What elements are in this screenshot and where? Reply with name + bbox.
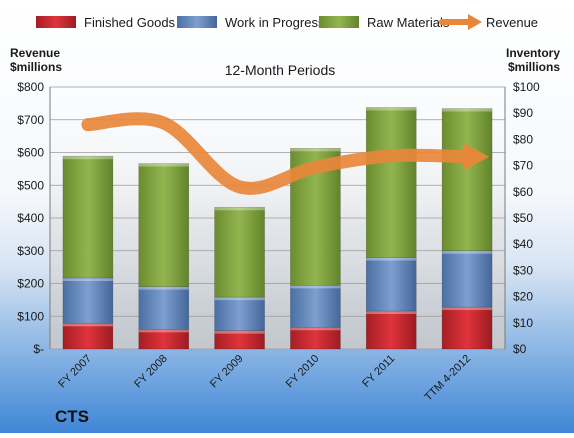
bar-raw-materials — [365, 107, 417, 258]
right-tick-label: $100 — [513, 80, 540, 94]
right-tick-label: $30 — [513, 263, 533, 277]
left-tick-label: $800 — [17, 80, 44, 94]
bar-raw-materials-highlight — [442, 108, 493, 112]
left-tick-label: $100 — [17, 309, 44, 323]
bar-raw-materials-highlight — [62, 156, 113, 160]
right-tick-label: $10 — [513, 316, 533, 330]
bars-group — [62, 107, 493, 350]
bar-work-in-progress — [290, 285, 341, 328]
right-tick-label: $0 — [513, 342, 527, 356]
bar-finished-goods — [365, 310, 417, 350]
bar-work-in-progress — [138, 286, 190, 330]
bar-finished-goods — [62, 323, 114, 350]
company-label: CTS — [55, 407, 89, 426]
bar-finished-goods-highlight — [62, 323, 113, 327]
bar-raw-materials — [441, 108, 493, 252]
left-axis-title-line2: $millions — [10, 60, 62, 74]
bar-work-in-progress-highlight — [366, 257, 417, 261]
chart-title: 12-Month Periods — [225, 62, 336, 78]
left-axis-ticks: $- $100 $200 $300 $400 $500 $600 $700 $800 — [17, 80, 44, 356]
bar-raw-materials — [138, 163, 190, 287]
right-axis-title-line2: $millions — [508, 60, 560, 74]
bar-work-in-progress-highlight — [442, 250, 493, 254]
legend-swatch-revenue — [439, 14, 482, 30]
legend-swatch-work-in-progress — [177, 16, 217, 28]
revenue-arrowhead — [463, 142, 490, 171]
bar-raw-materials-highlight — [366, 107, 417, 111]
bar-raw-materials-highlight — [138, 163, 189, 167]
legend-label-work-in-progress: Work in Progress — [225, 15, 325, 30]
bar-finished-goods — [441, 306, 493, 350]
legend-label-finished-goods: Finished Goods — [84, 15, 176, 30]
bar-work-in-progress — [62, 277, 114, 324]
bar-finished-goods-highlight — [138, 329, 189, 333]
bar-raw-materials-highlight — [214, 207, 265, 211]
bar-work-in-progress-highlight — [62, 277, 113, 281]
left-tick-label: $200 — [17, 277, 44, 291]
left-axis-title-line1: Revenue — [10, 46, 60, 60]
right-tick-label: $20 — [513, 290, 533, 304]
bar-finished-goods — [290, 326, 341, 350]
right-tick-label: $50 — [513, 211, 533, 225]
bar-work-in-progress — [441, 250, 493, 308]
right-tick-label: $40 — [513, 237, 533, 251]
left-tick-label: $700 — [17, 113, 44, 127]
legend-label-revenue: Revenue — [486, 15, 538, 30]
legend-swatch-raw-materials — [319, 16, 359, 28]
left-tick-label: $- — [33, 342, 44, 356]
bar-finished-goods-highlight — [290, 327, 341, 331]
right-tick-label: $70 — [513, 159, 533, 173]
bar-finished-goods-highlight — [366, 311, 417, 315]
bar-work-in-progress-highlight — [214, 297, 265, 301]
right-axis-ticks: $0 $10 $20 $30 $40 $50 $60 $70 $80 $90 $100 — [513, 80, 540, 356]
bar-work-in-progress-highlight — [138, 286, 189, 290]
bar-work-in-progress — [365, 257, 417, 312]
bar-raw-materials — [214, 206, 265, 298]
left-tick-label: $300 — [17, 244, 44, 258]
legend-swatch-finished-goods — [36, 16, 76, 28]
bar-raw-materials — [62, 155, 114, 279]
legend-label-raw-materials: Raw Materials — [367, 15, 450, 30]
bar-finished-goods-highlight — [442, 307, 493, 311]
right-tick-label: $90 — [513, 106, 533, 120]
right-tick-label: $60 — [513, 185, 533, 199]
right-tick-label: $80 — [513, 132, 533, 146]
left-tick-label: $600 — [17, 146, 44, 160]
bar-finished-goods-highlight — [214, 330, 265, 334]
revenue-line-group — [81, 112, 490, 195]
legend: Finished Goods Work in Progress Raw Mate… — [36, 14, 538, 30]
left-tick-label: $400 — [17, 211, 44, 225]
bar-work-in-progress — [214, 296, 265, 331]
bar-raw-materials-highlight — [290, 148, 341, 152]
right-axis-title-line1: Inventory — [506, 46, 560, 60]
bar-work-in-progress-highlight — [290, 285, 341, 289]
revenue-line — [81, 112, 474, 195]
left-tick-label: $500 — [17, 178, 44, 192]
